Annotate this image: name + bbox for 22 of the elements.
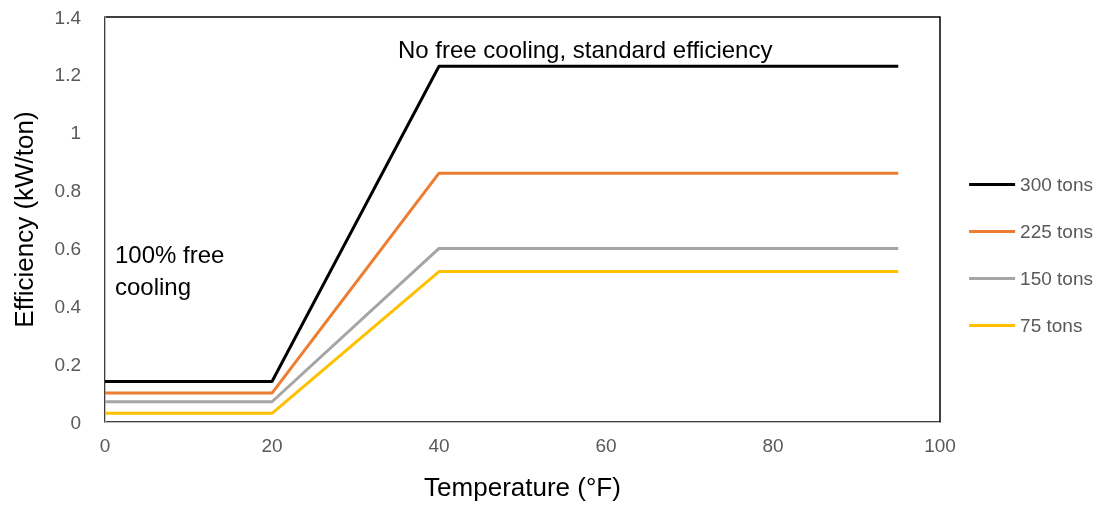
legend-label: 300 tons: [1020, 174, 1094, 195]
x-tick-label: 100: [924, 435, 956, 456]
y-tick-label: 0.8: [54, 180, 81, 202]
x-tick-label: 60: [595, 435, 617, 456]
y-axis-title: Efficiency (kW/ton): [9, 111, 39, 328]
y-tick-label: 0: [70, 411, 81, 433]
y-tick-label: 1.2: [54, 64, 81, 86]
y-tick-label: 0.4: [54, 295, 82, 317]
x-tick-label: 40: [428, 435, 450, 456]
legend-label: 150 tons: [1020, 268, 1094, 289]
legend-label: 225 tons: [1020, 221, 1094, 242]
x-tick-label: 20: [261, 435, 283, 456]
legend-label: 75 tons: [1020, 315, 1083, 336]
x-tick-label: 80: [762, 435, 784, 456]
y-tick-label: 0.6: [54, 237, 81, 259]
annotation: No free cooling, standard efficiency: [398, 35, 773, 63]
x-tick-label: 0: [99, 435, 111, 456]
x-axis-title: Temperature (°F): [424, 472, 621, 502]
y-tick-label: 0.2: [54, 353, 81, 375]
y-tick-label: 1: [70, 122, 81, 144]
annotation: 100% free cooling: [115, 240, 232, 300]
y-tick-label: 1.4: [54, 6, 82, 28]
